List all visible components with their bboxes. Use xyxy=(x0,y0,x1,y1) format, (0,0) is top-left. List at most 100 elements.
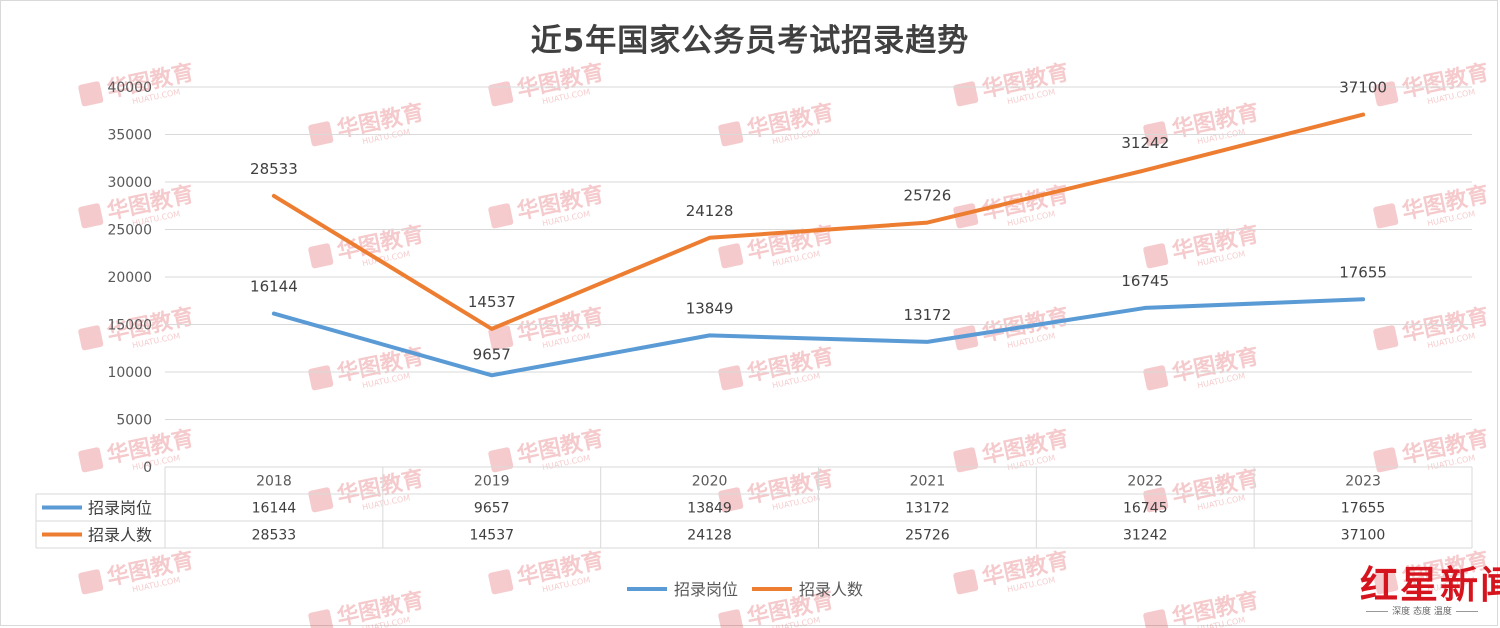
news-logo: 红星新闻 深度 态度 温度 xyxy=(1352,554,1500,620)
series-line xyxy=(271,112,1366,331)
table-cell-value: 13849 xyxy=(687,501,732,517)
x-category-label: 2019 xyxy=(474,474,510,490)
data-label: 37100 xyxy=(1339,79,1387,97)
data-point xyxy=(1361,113,1365,117)
y-axis: 0 5000 10000 15000 20000 25000 30000 35000 40000 xyxy=(107,80,152,476)
watermark-logo-icon xyxy=(488,203,514,229)
table-cell-value: 25726 xyxy=(905,528,950,544)
legend-label: 招录人数 xyxy=(799,580,863,599)
watermark-logo-icon xyxy=(718,365,744,391)
table-cell-value: 31242 xyxy=(1123,528,1168,544)
data-point xyxy=(1143,168,1147,172)
y-tick-label: 25000 xyxy=(107,223,152,239)
chart-title: 近5年国家公务员考试招录趋势 xyxy=(530,23,970,59)
data-table: 2018 2019 2020 2021 2022 2023 招录岗位 16144 9657 138… xyxy=(35,466,1473,549)
data-point xyxy=(1143,306,1147,310)
data-point xyxy=(925,340,929,344)
watermark-logo-icon xyxy=(308,365,334,391)
watermark-logo-icon xyxy=(1143,609,1169,628)
data-point xyxy=(272,194,276,198)
table-cell-value: 24128 xyxy=(687,528,732,544)
data-labels: 16144 9657 13849 13172 16745 17655 28533 14537 2… xyxy=(250,79,1387,364)
watermark-logo-icon xyxy=(78,447,104,473)
table-series-name: 招录人数 xyxy=(88,526,152,545)
data-label: 9657 xyxy=(473,345,511,363)
watermark-logo-icon xyxy=(308,487,334,513)
data-point xyxy=(925,221,929,225)
table-cell-value: 14537 xyxy=(469,528,514,544)
y-tick-label: 15000 xyxy=(107,318,152,334)
table-cell-value: 16144 xyxy=(252,501,297,517)
table-cell-value: 28533 xyxy=(252,528,297,544)
y-tick-label: 40000 xyxy=(107,80,152,96)
x-category-label: 2018 xyxy=(256,474,292,490)
watermark-logo-icon xyxy=(488,569,514,595)
watermark-logo-icon xyxy=(1373,203,1399,229)
data-label: 16745 xyxy=(1121,272,1169,290)
x-category-label: 2023 xyxy=(1345,474,1381,490)
data-point xyxy=(272,312,276,316)
watermark-logo-icon xyxy=(78,569,104,595)
watermark-logo-icon xyxy=(308,609,334,628)
data-point xyxy=(490,327,494,331)
data-point xyxy=(1361,297,1365,301)
data-label: 28533 xyxy=(250,160,298,178)
watermark-logo-icon xyxy=(488,447,514,473)
watermark-logo-icon xyxy=(1373,569,1399,595)
data-point xyxy=(708,333,712,337)
x-category-label: 2022 xyxy=(1127,474,1163,490)
watermark-logo-icon xyxy=(953,81,979,107)
legend: 招录岗位 招录人数 xyxy=(627,580,863,599)
series-lines xyxy=(271,112,1366,378)
watermark-logo-icon xyxy=(953,203,979,229)
table-series-name: 招录岗位 xyxy=(88,499,152,518)
data-label: 31242 xyxy=(1121,134,1169,152)
x-category-label: 2020 xyxy=(692,474,728,490)
data-label: 17655 xyxy=(1339,263,1387,281)
watermark-logo-icon xyxy=(308,243,334,269)
watermark-logo-icon xyxy=(488,325,514,351)
watermark-logo-icon xyxy=(78,203,104,229)
y-tick-label: 30000 xyxy=(107,175,152,191)
table-cell-value: 16745 xyxy=(1123,501,1168,517)
watermark-logo-icon xyxy=(78,81,104,107)
legend-label: 招录岗位 xyxy=(674,580,738,599)
watermark-logo-icon xyxy=(488,81,514,107)
data-point xyxy=(708,236,712,240)
watermark-logo-icon xyxy=(1143,121,1169,147)
y-tick-label: 0 xyxy=(143,460,152,476)
data-label: 16144 xyxy=(250,278,298,296)
watermark-logo-icon xyxy=(1373,325,1399,351)
data-label: 13849 xyxy=(686,299,734,317)
table-cell-value: 17655 xyxy=(1341,501,1386,517)
watermark-logo-icon xyxy=(1373,81,1399,107)
x-category-label: 2021 xyxy=(910,474,946,490)
data-label: 14537 xyxy=(468,293,516,311)
table-cell-value: 13172 xyxy=(905,501,950,517)
table-cell-value: 37100 xyxy=(1341,528,1386,544)
y-tick-label: 5000 xyxy=(116,413,152,429)
watermark-logo-icon xyxy=(718,609,744,628)
watermark-logo-icon xyxy=(1143,243,1169,269)
y-tick-label: 35000 xyxy=(107,128,152,144)
watermark-logo-icon xyxy=(953,569,979,595)
